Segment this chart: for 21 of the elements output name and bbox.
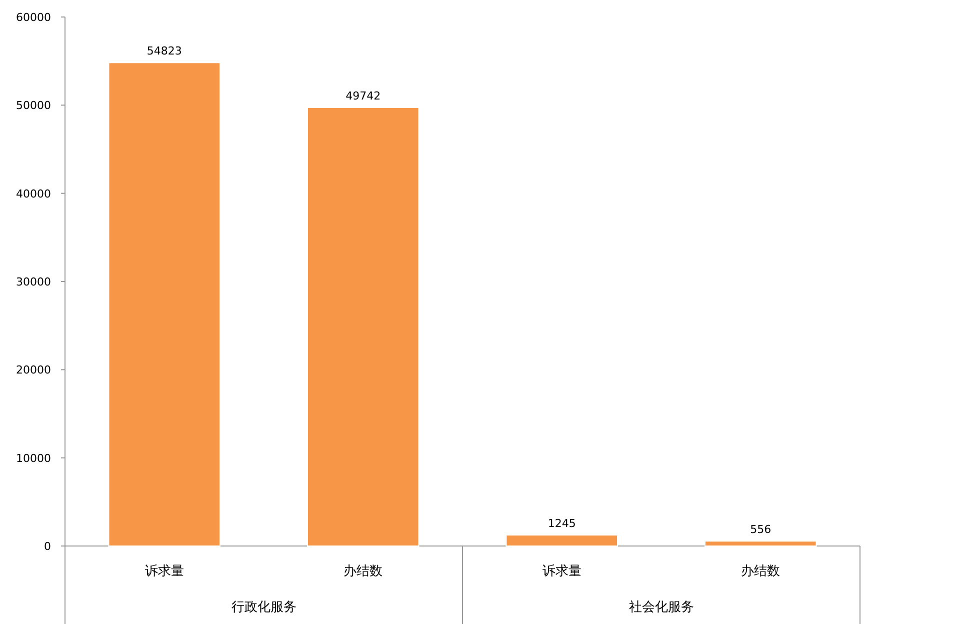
y-tick-label: 40000	[16, 187, 51, 200]
bar	[108, 62, 221, 546]
data-label: 49742	[346, 89, 381, 102]
text: 行政化服务	[231, 600, 296, 615]
text: 社会化服务	[628, 600, 694, 615]
x-tick-label: 诉求量	[542, 564, 582, 579]
y-tick-label: 60000	[16, 11, 51, 24]
data-label: 54823	[146, 44, 182, 58]
y-tick-label: 10000	[16, 452, 51, 465]
y-tick-label: 0	[44, 540, 51, 553]
bar	[506, 534, 618, 546]
bar	[704, 540, 817, 546]
y-tick-label: 30000	[16, 276, 51, 288]
y-tick-label: 50000	[16, 99, 51, 112]
x-tick-label: 诉求量	[144, 564, 184, 579]
x-tick-label: 办结数	[344, 564, 383, 579]
bar	[306, 106, 420, 546]
y-tick-label: 20000	[16, 364, 51, 377]
data-label: 556	[750, 523, 772, 536]
x-tick-label: 办结数	[741, 564, 780, 579]
data-label: 1245	[548, 517, 576, 530]
